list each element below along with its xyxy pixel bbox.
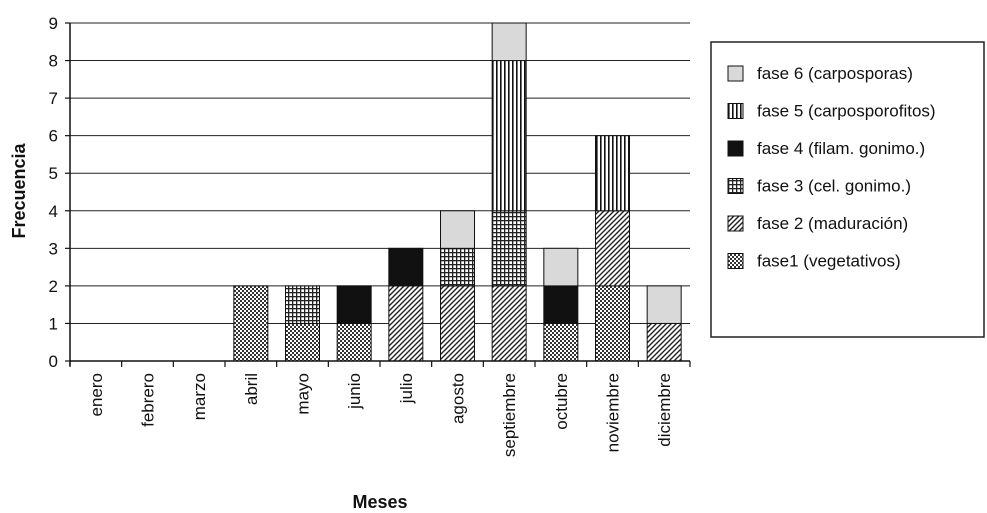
- legend-swatch-fase-4-filam-gonimo: [727, 140, 744, 157]
- y-tick-label-0: 0: [49, 352, 58, 371]
- y-tick-label-4: 4: [49, 202, 58, 221]
- y-tick-label-6: 6: [49, 127, 58, 146]
- bar-segment-agosto-fase-6-carposporas: [440, 210, 475, 249]
- x-tick-label-octubre: octubre: [552, 373, 571, 430]
- bar-segment-octubre-fase-6-carposporas: [543, 247, 579, 287]
- bar-segment-julio-fase-4-filam-gonimo: [388, 247, 424, 287]
- legend-label-fase-4-filam-gonimo: fase 4 (filam. gonimo.): [757, 139, 925, 158]
- y-tick-label-7: 7: [49, 89, 58, 108]
- bar-segment-julio-fase-2-maduracion: [388, 285, 424, 362]
- bar-segment-agosto-fase-3-cel-gonimo: [440, 247, 475, 287]
- legend-swatch-fase-6-carposporas: [727, 65, 744, 82]
- bar-segment-septiembre-fase-5-carposporofitos: [491, 60, 527, 212]
- bars: [233, 22, 682, 362]
- x-tick-label-febrero: febrero: [139, 373, 158, 427]
- x-tick-label-enero: enero: [87, 373, 106, 416]
- y-axis-title: Frecuencia: [9, 142, 29, 238]
- bar-segment-noviembre-fase-2-maduracion: [595, 210, 630, 287]
- y-tick-label-5: 5: [49, 164, 58, 183]
- bar-segment-mayo-fase1-vegetativos: [285, 322, 320, 362]
- legend-label-fase-3-cel-gonimo: fase 3 (cel. gonimo.): [757, 177, 911, 196]
- legend-label-fase-5-carposporofitos: fase 5 (carposporofitos): [757, 102, 936, 121]
- legend-label-fase-2-maduracion: fase 2 (maduración): [757, 214, 908, 233]
- bar-segment-octubre-fase-4-filam-gonimo: [543, 285, 579, 324]
- bar-segment-agosto-fase-2-maduracion: [440, 285, 475, 362]
- bar-segment-septiembre-fase-6-carposporas: [491, 22, 527, 62]
- x-tick-label-junio: junio: [345, 373, 364, 410]
- x-tick-label-agosto: agosto: [449, 373, 468, 424]
- bar-segment-diciembre-fase-6-carposporas: [646, 285, 682, 324]
- gridlines: [70, 22, 690, 324]
- legend-frame: [710, 41, 985, 338]
- bar-segment-mayo-fase-3-cel-gonimo: [285, 285, 320, 324]
- axes: [65, 22, 691, 367]
- x-tick-label-mayo: mayo: [294, 373, 313, 415]
- y-tick-label-1: 1: [49, 314, 58, 333]
- x-tick-label-marzo: marzo: [190, 373, 209, 420]
- x-tick-label-abril: abril: [242, 373, 261, 405]
- bar-segment-junio-fase-4-filam-gonimo: [336, 285, 372, 324]
- x-tick-label-septiembre: septiembre: [500, 373, 519, 457]
- legend-label-fase-6-carposporas: fase 6 (carposporas): [757, 64, 913, 83]
- x-tick-label-diciembre: diciembre: [655, 373, 674, 447]
- legend-label-fase1-vegetativos: fase1 (vegetativos): [757, 252, 901, 271]
- x-axis-title: Meses: [352, 492, 407, 512]
- legend: fase 6 (carposporas) fase 5 (carposporofi…: [710, 41, 985, 338]
- legend-swatch-fase-3-cel-gonimo: [727, 178, 744, 194]
- bar-segment-noviembre-fase1-vegetativos: [595, 285, 630, 362]
- y-tick-label-2: 2: [49, 277, 58, 296]
- y-tick-label-9: 9: [49, 14, 58, 33]
- y-tick-label-3: 3: [49, 239, 58, 258]
- bar-segment-abril-fase1-vegetativos: [233, 285, 269, 362]
- bar-segment-noviembre-fase-5-carposporofitos: [595, 135, 630, 212]
- bar-segment-diciembre-fase-2-maduracion: [646, 322, 682, 362]
- x-tick-label-noviembre: noviembre: [604, 373, 623, 452]
- bar-segment-junio-fase1-vegetativos: [336, 322, 372, 362]
- legend-swatch-fase1-vegetativos: [727, 253, 744, 269]
- x-tick-label-julio: julio: [397, 373, 416, 404]
- x-tick-labels: enero febrero marzo abril mayo junio julio agos…: [87, 373, 674, 457]
- legend-swatch-fase-5-carposporofitos: [727, 103, 744, 119]
- y-tick-labels: 0 1 2 3 4 5 6 7 8 9: [49, 14, 58, 371]
- bar-segment-octubre-fase1-vegetativos: [543, 322, 579, 362]
- bar-segment-septiembre-fase-3-cel-gonimo: [491, 210, 527, 287]
- y-tick-label-8: 8: [49, 52, 58, 71]
- legend-swatch-fase-2-maduracion: [727, 215, 744, 232]
- bar-segment-septiembre-fase-2-maduracion: [491, 285, 527, 362]
